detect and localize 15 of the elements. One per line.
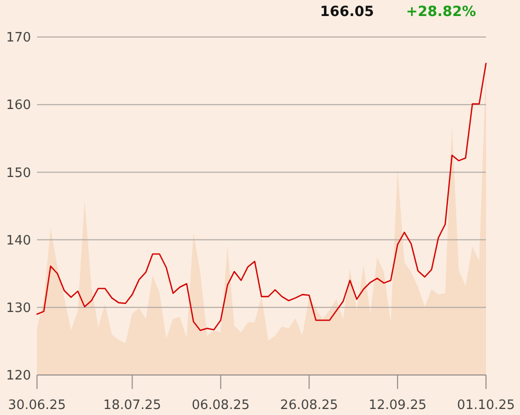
y-tick-label: 120 bbox=[6, 368, 31, 384]
y-tick-label: 170 bbox=[6, 30, 31, 46]
x-tick-label: 18.07.25 bbox=[103, 398, 162, 413]
chart-subtitle: +28.82% bbox=[406, 4, 476, 20]
y-tick-label: 150 bbox=[6, 166, 31, 181]
x-tick-label: 01.10.25 bbox=[457, 398, 515, 413]
x-tick-label: 12.09.25 bbox=[368, 398, 427, 413]
line-series bbox=[36, 62, 487, 332]
x-tick-label: 30.06.25 bbox=[8, 398, 66, 413]
y-tick-label: 160 bbox=[6, 98, 31, 114]
y-tick-label: 130 bbox=[6, 300, 31, 316]
x-tick-label: 26.08.25 bbox=[280, 398, 338, 413]
y-tick-label: 140 bbox=[6, 233, 31, 248]
chart-title: 166.05 bbox=[320, 4, 374, 20]
x-tick-label: 06.08.25 bbox=[192, 398, 250, 413]
